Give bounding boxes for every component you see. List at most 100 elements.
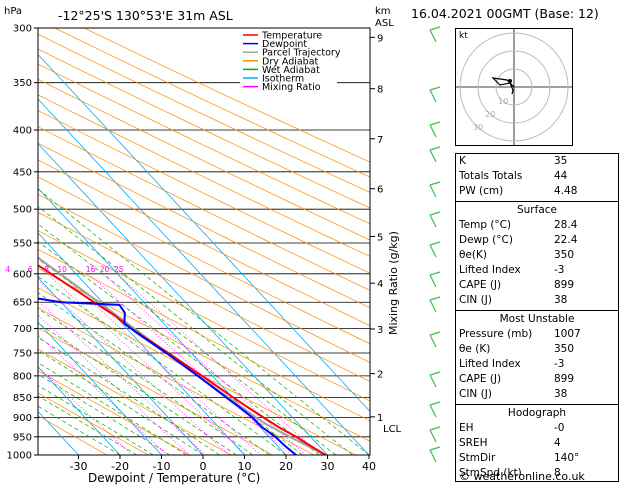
index-row: θe(K) 350 xyxy=(456,248,618,263)
pressure-tick-label: 400 xyxy=(13,126,32,137)
legend-item: Wet Adiabat xyxy=(262,65,320,76)
temperature-tick-label: -20 xyxy=(111,460,129,473)
km-tick-label: 5 xyxy=(377,232,383,243)
mixing-ratio-label: 20 xyxy=(100,265,110,274)
index-label: Lifted Index xyxy=(459,358,521,370)
wet-adiabat xyxy=(38,323,237,455)
mixing-ratio-line xyxy=(102,273,306,455)
wind-barb xyxy=(429,334,437,348)
pressure-tick-label: 350 xyxy=(13,78,32,89)
mixing-ratio-label: 6 xyxy=(28,265,33,274)
dry-adiabat xyxy=(38,248,370,422)
index-label: CIN (J) xyxy=(459,294,492,306)
dry-adiabat xyxy=(38,348,232,455)
index-label: CAPE (J) xyxy=(459,373,502,385)
index-value: 38 xyxy=(554,294,568,306)
index-row: CAPE (J) 899 xyxy=(456,372,618,387)
wet-adiabat xyxy=(38,223,337,455)
index-label: θe (K) xyxy=(459,343,491,355)
index-value: 899 xyxy=(554,373,575,385)
wind-barb xyxy=(429,149,437,163)
wind-barb-flag xyxy=(429,26,441,31)
index-row: Lifted Index -3 xyxy=(456,357,618,372)
wet-adiabat xyxy=(38,205,353,455)
isotherm-line xyxy=(38,187,287,455)
isotherm-line xyxy=(38,321,162,455)
index-row: StmDir 140° xyxy=(456,451,618,466)
index-value: 4.48 xyxy=(554,185,578,197)
index-value: 350 xyxy=(554,343,575,355)
index-value: 4 xyxy=(554,437,561,449)
mixing-ratio-label: 8 xyxy=(44,265,49,274)
wind-barb xyxy=(429,244,437,258)
km-tick-label: 9 xyxy=(377,33,383,44)
mixing-ratio-axis-label: Mixing Ratio (g/kg) xyxy=(387,231,400,335)
wind-barb xyxy=(429,429,437,443)
km-tick-label: 2 xyxy=(377,370,383,381)
hodograph-unit: kt xyxy=(459,31,468,41)
index-row: Temp (°C) 28.4 xyxy=(456,218,618,233)
isotherm-line xyxy=(38,276,204,455)
index-label: K xyxy=(459,155,466,167)
km-tick-label: 8 xyxy=(377,85,383,96)
dewpoint-line xyxy=(38,297,297,455)
index-value: 28.4 xyxy=(554,219,578,231)
dry-adiabat xyxy=(38,267,370,442)
dry-adiabat xyxy=(38,142,370,309)
wet-adiabat xyxy=(38,384,154,455)
km-tick-label: 1 xyxy=(377,413,383,424)
wind-barb xyxy=(429,299,437,313)
index-value: 35 xyxy=(554,155,568,167)
credit-text: © weatheronline.co.uk xyxy=(459,470,585,483)
most-unstable-title: Most Unstable xyxy=(499,313,575,325)
date-title: 16.04.2021 00GMT (Base: 12) xyxy=(411,6,599,21)
index-label: Dewp (°C) xyxy=(459,234,513,246)
km-unit: km xyxy=(375,6,391,17)
dry-adiabat xyxy=(38,94,370,257)
index-label: PW (cm) xyxy=(459,185,504,197)
wet-adiabat xyxy=(38,188,370,455)
mixing-ratio-label: 4 xyxy=(6,265,11,274)
wind-barb-flag xyxy=(429,371,441,376)
dry-adiabat xyxy=(38,327,274,455)
temperature-tick-label: -30 xyxy=(70,460,88,473)
wind-barb-flag xyxy=(429,446,441,451)
index-row: CIN (J) 38 xyxy=(456,293,618,308)
wind-barb xyxy=(429,124,437,138)
dry-adiabat xyxy=(38,370,191,455)
km-tick-label: 7 xyxy=(377,135,383,146)
wind-barb xyxy=(429,89,437,103)
dry-adiabat xyxy=(38,307,315,455)
pressure-tick-label: 600 xyxy=(13,269,32,280)
legend-item: Mixing Ratio xyxy=(262,82,321,93)
location-title: -12°25'S 130°53'E 31m ASL xyxy=(58,8,233,23)
pressure-tick-label: 850 xyxy=(13,393,32,404)
pressure-tick-label: 1000 xyxy=(7,451,32,462)
pressure-tick-label: 950 xyxy=(13,432,32,443)
index-row: Lifted Index -3 xyxy=(456,263,618,278)
km-tick-label: 3 xyxy=(377,325,383,336)
dry-adiabat xyxy=(38,110,370,274)
index-label: EH xyxy=(459,422,474,434)
wet-adiabat xyxy=(38,405,121,455)
dry-adiabat xyxy=(38,211,370,382)
isotherm-line xyxy=(38,53,370,413)
wind-barb-flag xyxy=(429,241,441,246)
temperature-tick-label: -10 xyxy=(153,460,171,473)
index-value: 38 xyxy=(554,388,568,400)
index-value: 899 xyxy=(554,279,575,291)
mixing-ratio-label: 16 xyxy=(86,265,96,274)
index-value: 22.4 xyxy=(554,234,578,246)
pressure-tick-label: 900 xyxy=(13,413,32,424)
pressure-tick-label: 700 xyxy=(13,324,32,335)
index-label: CIN (J) xyxy=(459,388,492,400)
wind-barb-flag xyxy=(429,401,441,406)
pressure-tick-label: 650 xyxy=(13,298,32,309)
index-row: Totals Totals 44 xyxy=(456,169,618,184)
index-label: θe(K) xyxy=(459,249,487,261)
hodograph-title: Hodograph xyxy=(507,407,567,419)
wet-adiabat xyxy=(38,241,320,455)
index-label: Temp (°C) xyxy=(459,219,512,231)
index-row: CAPE (J) 899 xyxy=(456,278,618,293)
km-tick-label: 4 xyxy=(377,279,383,290)
